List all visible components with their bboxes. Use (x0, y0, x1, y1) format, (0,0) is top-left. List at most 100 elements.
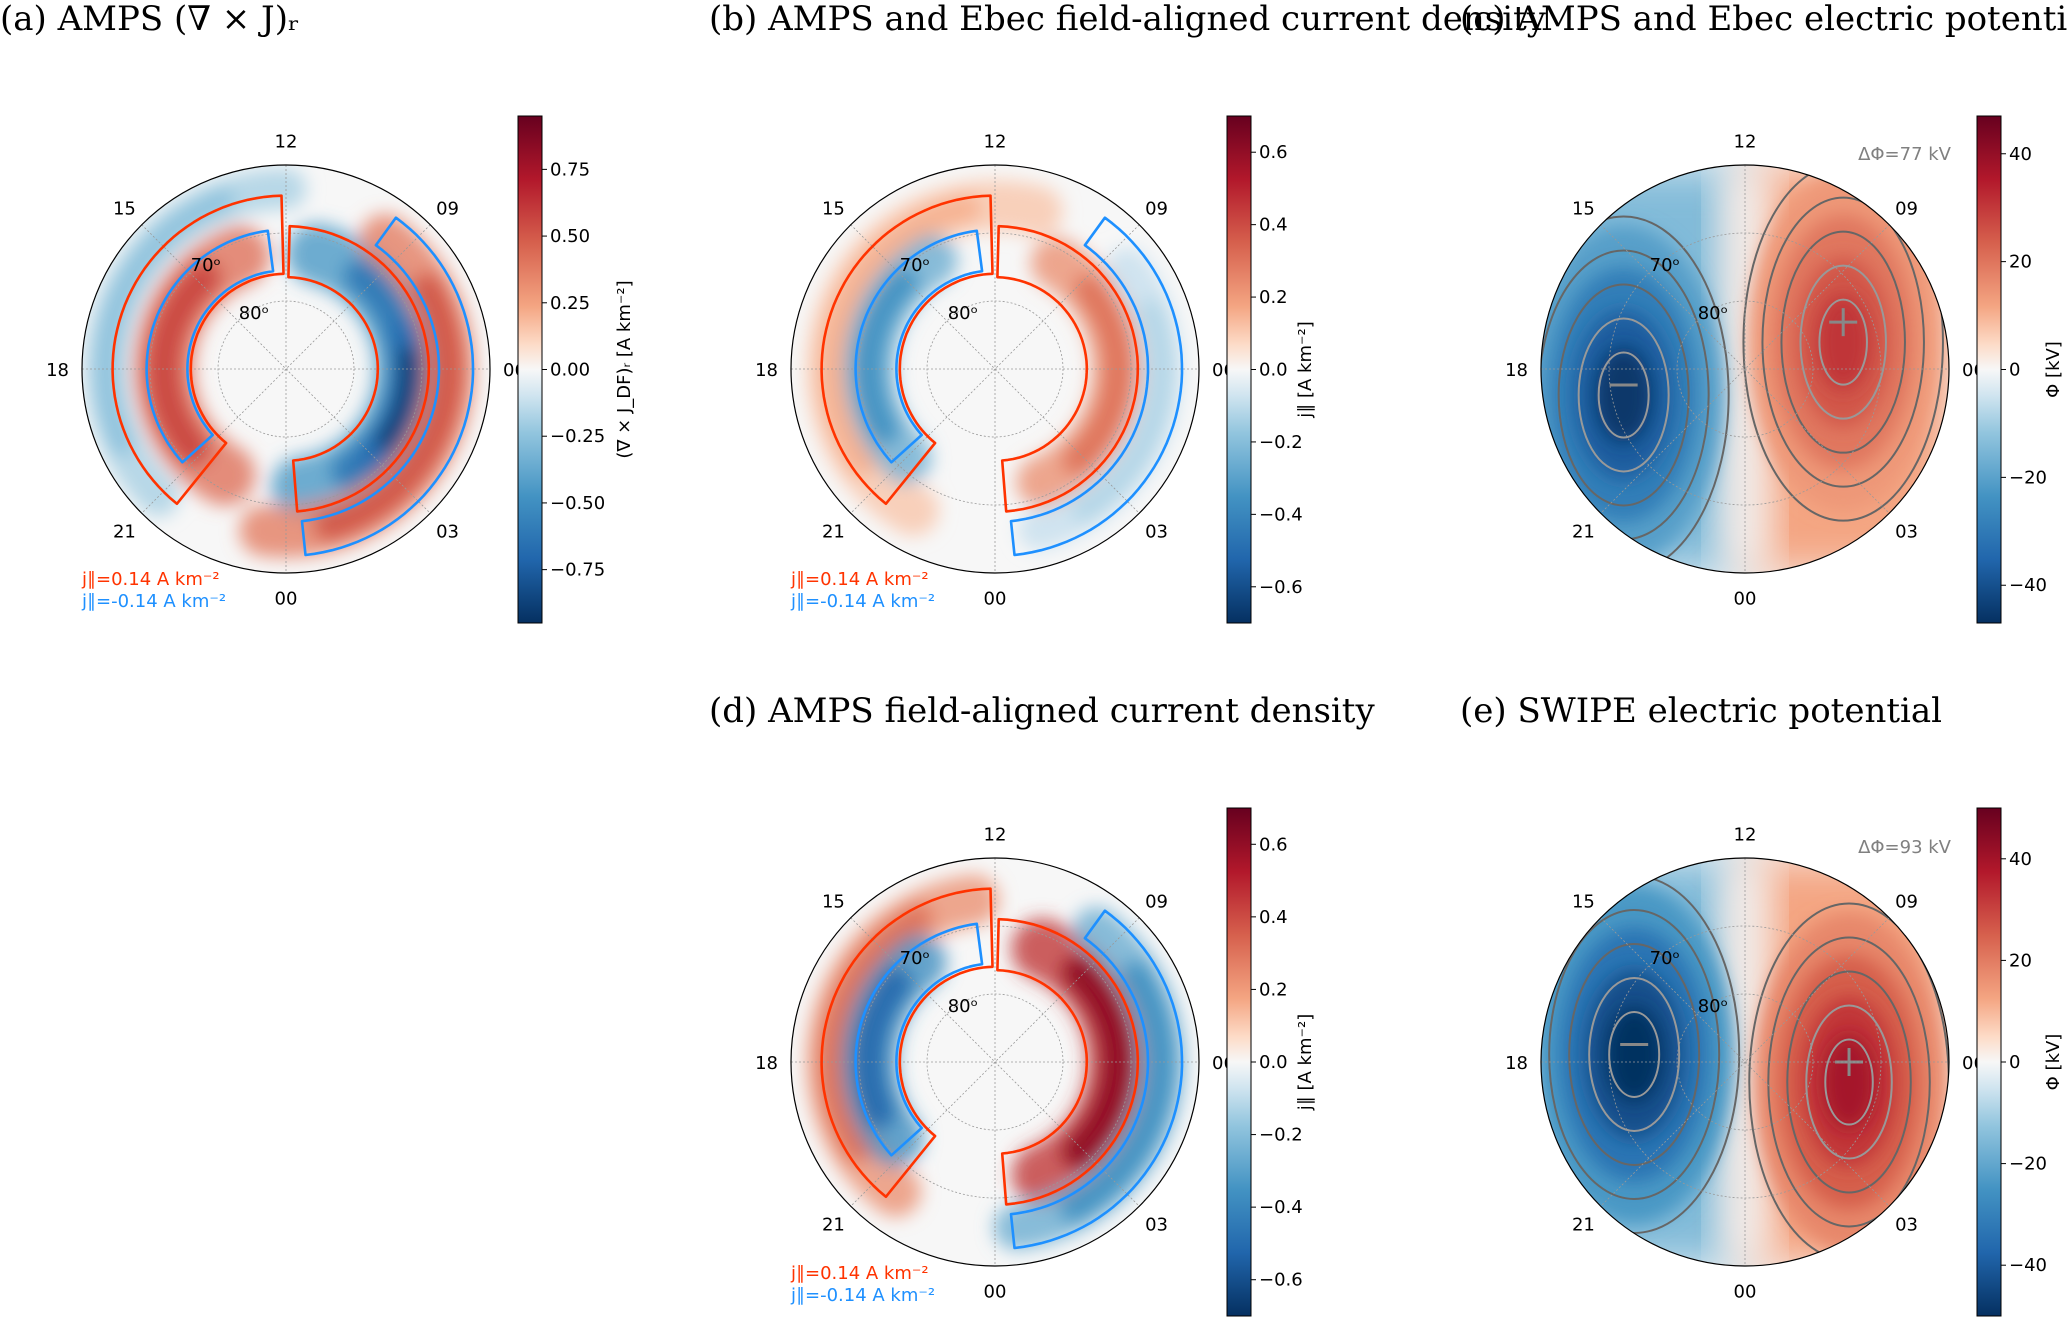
heatmap-band-core (1060, 960, 1174, 1222)
colorbar-tick-label: 0 (2009, 1052, 2020, 1073)
potential-difference-annotation: ΔΦ=93 kV (1858, 837, 1952, 858)
lat-ring (1608, 925, 1882, 1199)
polar-frame (81, 164, 491, 574)
potential-contour (1780, 230, 1906, 454)
potential-contour (1799, 264, 1887, 420)
panel-title: (a) AMPS (∇ × J)ᵣ (0, 0, 300, 39)
colorbar-tick-label: −0.75 (550, 560, 605, 581)
lat-label: 70ᵒ (1650, 948, 1680, 969)
fac-contour (820, 887, 994, 1199)
hour-label: 09 (1145, 891, 1168, 912)
fac-contour (820, 194, 994, 506)
colorbar-tick-label: −0.50 (550, 493, 605, 514)
legend-entry: j∥=0.14 A km⁻² (81, 569, 220, 590)
polar-frame (1540, 857, 1950, 1267)
colorbar-tick-label: −0.6 (1259, 1270, 1303, 1291)
grid-line (141, 224, 431, 514)
lat-ring (1608, 232, 1882, 506)
heatmap-band-core (818, 194, 981, 477)
lat-ring (858, 925, 1132, 1199)
colorbar-tick-label: 40 (2009, 849, 2032, 870)
colorbar-tick-label: 0.4 (1259, 907, 1288, 928)
potential-contour (1805, 1004, 1893, 1160)
hour-label: 18 (755, 1053, 778, 1074)
hour-label: 15 (1572, 198, 1595, 219)
potential-cell-fill (1822, 1034, 1876, 1130)
lat-label: 70ᵒ (191, 255, 221, 276)
fac-contour (145, 229, 275, 464)
legend-entry: j∥=-0.14 A km⁻² (790, 591, 935, 612)
potential-cell-fill (1606, 1006, 1663, 1103)
polar-frame (1540, 164, 1950, 574)
legend-entry: j∥=-0.14 A km⁻² (81, 591, 226, 612)
heatmap-band-core (147, 261, 222, 466)
lat-label: 70ᵒ (900, 948, 930, 969)
colorbar (1226, 807, 1252, 1317)
colorbar-tick-label: −0.2 (1259, 432, 1303, 453)
colorbar-tick-label: −0.6 (1259, 577, 1303, 598)
hour-label: 03 (1145, 1215, 1168, 1236)
potential-cell-fill (1816, 294, 1870, 390)
colorbar (1976, 807, 2002, 1317)
panel-c: (c) AMPS and Ebec electric potential 12 15… (1460, 0, 2067, 624)
hour-label: 21 (1572, 1215, 1595, 1236)
potential-contour (1742, 165, 1944, 522)
fac-contour (854, 229, 984, 464)
hour-label: 00 (1734, 1281, 1757, 1302)
potential-contour (1608, 1010, 1661, 1098)
hour-label: 21 (822, 1215, 845, 1236)
colorbar-tick-label: 0.0 (1259, 1052, 1288, 1073)
grid-line (850, 917, 1140, 1207)
colorbar-tick-label: −20 (2009, 467, 2047, 488)
heatmap-band-core (94, 189, 235, 456)
hour-label: 15 (113, 198, 136, 219)
fac-contour (111, 194, 285, 506)
panel-b: (b) AMPS and Ebec field-aligned current … (709, 0, 1547, 624)
colorbar-tick-label: −0.2 (1259, 1125, 1303, 1146)
colorbar-tick-label: 0.00 (550, 360, 590, 381)
panel-a: (a) AMPS (∇ × J)ᵣ121518210003060970ᵒ80ᵒ0… (0, 0, 635, 624)
polar-frame (790, 857, 1200, 1267)
hour-label: 18 (1505, 360, 1528, 381)
hour-label: 18 (46, 360, 69, 381)
potential-contour (1577, 317, 1670, 473)
colorbar (1976, 115, 2002, 624)
hour-label: 21 (822, 522, 845, 543)
heatmap-band-core (375, 346, 418, 451)
colorbar-tick-label: −0.4 (1259, 1197, 1303, 1218)
potential-cell-fill (1595, 347, 1652, 443)
heatmap (85, 168, 475, 558)
hour-label: 03 (1895, 1215, 1918, 1236)
polar-plot-area (1541, 165, 1949, 573)
panel-title: (e) SWIPE electric potential (1460, 691, 1942, 731)
colorbar-label: Φ [kV] (2043, 1034, 2064, 1091)
colorbar-tick-label: 0.4 (1259, 215, 1288, 236)
lat-ring (858, 232, 1132, 506)
hour-label: 18 (755, 360, 778, 381)
hour-label: 00 (275, 588, 298, 609)
potential-contour (1597, 351, 1650, 439)
hour-label: 03 (1895, 522, 1918, 543)
colorbar-tick-label: 0.75 (550, 159, 590, 180)
hour-label: 09 (1895, 891, 1918, 912)
lat-ring (926, 993, 1064, 1131)
potential-difference-annotation: ΔΦ=77 kV (1858, 144, 1952, 165)
hour-label: 09 (1895, 198, 1918, 219)
hour-label: 03 (1145, 522, 1168, 543)
colorbar-tick-label: 20 (2009, 950, 2032, 971)
legend-entry: j∥=0.14 A km⁻² (790, 569, 929, 590)
hour-label: 09 (436, 198, 459, 219)
colorbar-tick-label: 0.6 (1259, 142, 1288, 163)
hour-label: 00 (984, 1281, 1007, 1302)
hour-label: 15 (822, 891, 845, 912)
colorbar-tick-label: 0.25 (550, 293, 590, 314)
colorbar-tick-label: −0.25 (550, 426, 605, 447)
panel-d: (d) AMPS field-aligned current density 12… (709, 691, 1375, 1317)
potential-contour (1568, 942, 1701, 1166)
fac-contour (287, 224, 431, 513)
hour-label: 12 (1734, 132, 1757, 153)
legend-entry: j∥=0.14 A km⁻² (790, 1263, 929, 1284)
colorbar-tick-label: 0.0 (1259, 360, 1288, 381)
grid-line (850, 224, 1140, 514)
lat-label: 80ᵒ (948, 303, 978, 324)
